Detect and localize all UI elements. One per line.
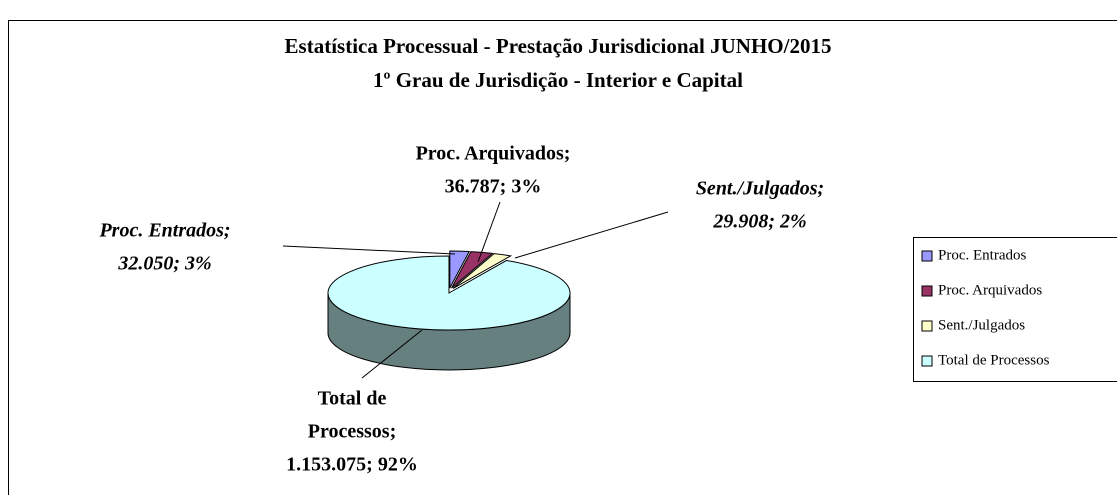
data-label: Processos; — [308, 421, 397, 443]
data-label: Proc. Entrados; — [98, 220, 230, 242]
legend-swatch — [921, 320, 933, 332]
data-label: 32.050; 3% — [117, 253, 211, 275]
pie-slice — [452, 253, 513, 289]
legend-label: Sent./Julgados — [938, 317, 1025, 333]
data-label: Proc. Arquivados; — [416, 143, 571, 165]
leader-line — [477, 201, 501, 263]
chart-title: Estatística Processual - Prestação Juris… — [285, 34, 832, 58]
data-label: Sent./Julgados; — [696, 178, 824, 200]
legend-label: Proc. Arquivados — [938, 282, 1042, 298]
legend-label: Proc. Entrados — [938, 247, 1026, 263]
data-label: 36.787; 3% — [445, 176, 542, 198]
data-label: 29.908; 2% — [712, 211, 806, 233]
pie-slice — [327, 255, 571, 331]
data-label: Total de — [318, 388, 387, 410]
leader-line — [361, 329, 423, 379]
pie-slice — [449, 250, 470, 289]
leader-line — [282, 245, 456, 255]
data-label: 1.153.075; 92% — [286, 454, 418, 476]
chart-subtitle: 1º Grau de Jurisdição - Interior e Capit… — [373, 68, 743, 92]
legend-swatch — [921, 285, 933, 297]
legend-label: Total de Processos — [938, 352, 1050, 368]
legend-swatch — [921, 355, 933, 367]
legend-swatch — [921, 250, 933, 262]
leader-line — [514, 211, 669, 259]
legend-box — [913, 237, 1117, 382]
